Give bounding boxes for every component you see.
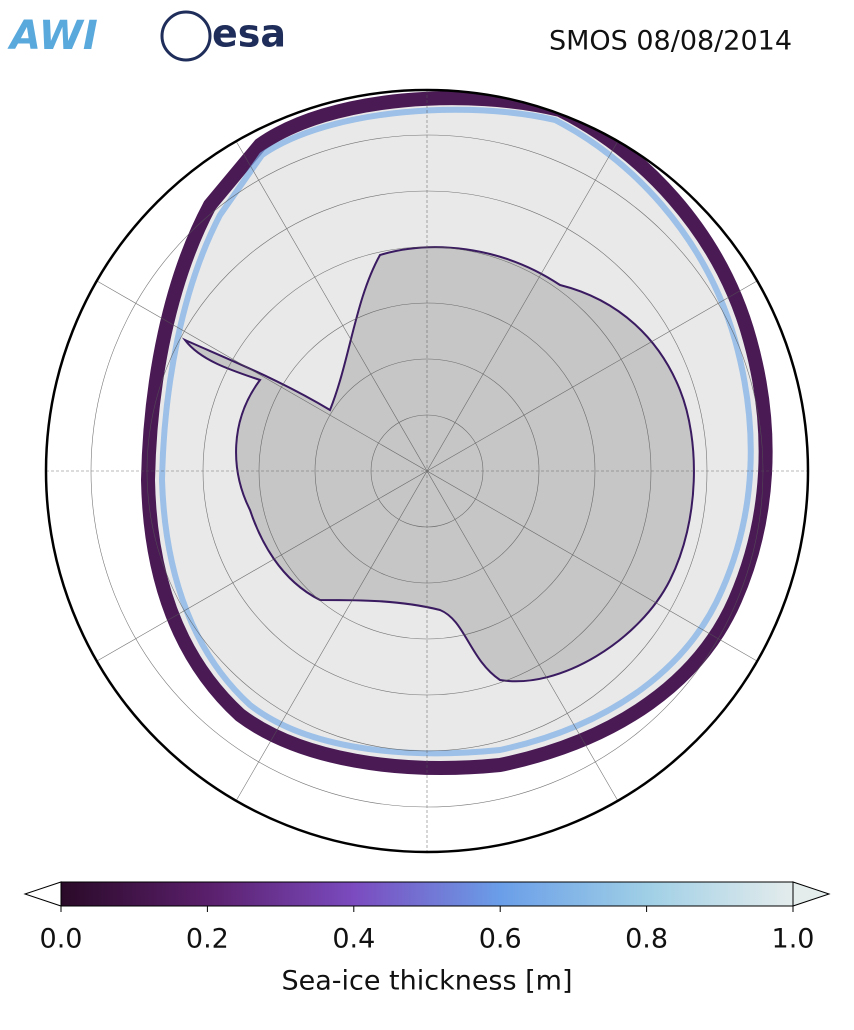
colorbar-label: Sea-ice thickness [m] bbox=[281, 966, 572, 997]
map bbox=[46, 90, 808, 852]
colorbar-extend-low bbox=[23, 881, 62, 907]
colorbar-ticks: 0.0 0.2 0.4 0.6 0.8 1.0 bbox=[40, 906, 815, 955]
colorbar-tick-label: 0.0 bbox=[40, 924, 83, 955]
ice-edge bbox=[158, 106, 754, 757]
logo-esa: esa bbox=[212, 12, 286, 56]
colorbar-tick-label: 0.4 bbox=[332, 924, 375, 955]
logo-awi: AWI bbox=[7, 13, 98, 59]
graticule bbox=[46, 90, 808, 852]
esa-logo-ring bbox=[160, 10, 212, 62]
title: SMOS 08/08/2014 bbox=[549, 26, 792, 57]
colorbar-tick-label: 0.2 bbox=[186, 924, 229, 955]
antarctica bbox=[181, 246, 695, 683]
colorbar-tick-label: 0.8 bbox=[625, 924, 668, 955]
map-frame bbox=[44, 88, 810, 854]
colorbar-extend-high bbox=[792, 881, 831, 907]
colorbar-tick-label: 0.6 bbox=[479, 924, 522, 955]
colorbar-tick-label: 1.0 bbox=[772, 924, 815, 955]
colorbar bbox=[60, 881, 794, 907]
